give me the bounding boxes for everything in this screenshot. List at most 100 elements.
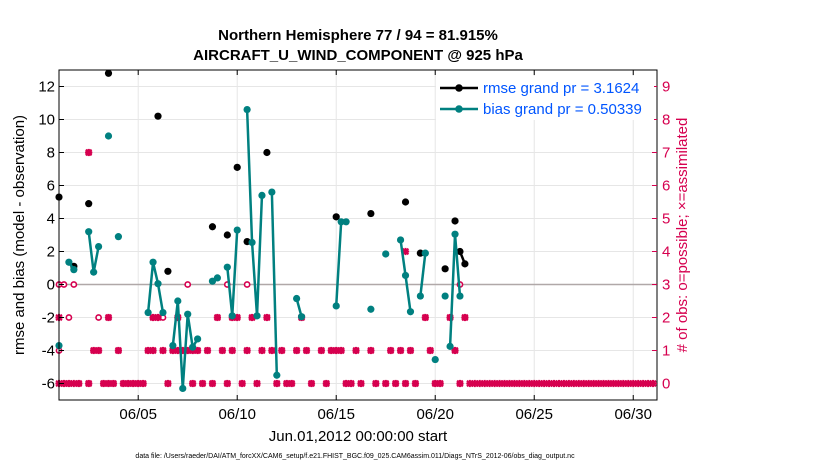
y-tick-label: 6 (47, 178, 55, 195)
bias-point (401, 271, 410, 280)
x-tick-label: 06/05 (119, 406, 157, 423)
obs-assimilated-marker (278, 346, 286, 355)
obs-assimilated-marker (213, 313, 222, 322)
obs-assimilated-stroke (322, 379, 330, 388)
obs-assimilated-marker (95, 346, 103, 355)
obs-assimilated-stroke (114, 346, 122, 355)
plot-area (59, 70, 657, 400)
bias-point (194, 335, 202, 343)
obs-assimilated-marker (451, 346, 459, 355)
x-tick-label: 06/30 (614, 406, 652, 423)
bias-point (268, 188, 276, 196)
obs-assimilated-stroke (203, 346, 212, 355)
obs-assimilated-stroke (387, 346, 395, 355)
bias-point (406, 308, 415, 316)
bias-point (104, 132, 113, 140)
rmse-point (104, 69, 113, 77)
obs-assimilated-marker (476, 379, 484, 388)
rmse-point (456, 247, 464, 256)
y-right-tick-label: 9 (662, 79, 670, 96)
bias-point (223, 263, 231, 271)
obs-assimilated-marker (396, 346, 405, 355)
rmse-point (223, 231, 231, 239)
obs-assimilated-marker (139, 379, 147, 388)
obs-assimilated-stroke (164, 379, 172, 388)
obs-assimilated-stroke (406, 346, 415, 355)
bias-point (189, 343, 197, 351)
obs-assimilated-stroke (253, 379, 261, 388)
obs-assimilated-stroke (159, 346, 167, 355)
obs-assimilated-stroke (263, 313, 271, 322)
legend-rmse-label: rmse grand pr = 3.1624 (483, 80, 639, 97)
y-axis-label: rmse and bias (model - observation) (11, 115, 28, 355)
obs-assimilated-marker (75, 379, 83, 388)
bias-point (159, 308, 167, 317)
legend-bias-marker (455, 105, 463, 113)
bias-point (431, 355, 439, 364)
obs-assimilated-marker (302, 346, 311, 355)
y-right-tick-label: 7 (662, 145, 670, 162)
bias-point (421, 249, 429, 257)
y-right-tick-label: 3 (662, 277, 670, 294)
obs-assimilated-stroke (426, 346, 434, 355)
bias-point (95, 242, 103, 251)
bias-point (337, 218, 345, 226)
rmse-point (332, 213, 340, 221)
obs-assimilated-marker (85, 379, 93, 388)
obs-assimilated-marker (218, 346, 226, 355)
obs-assimilated-marker (436, 379, 444, 388)
chart-subtitle: AIRCRAFT_U_WIND_COMPONENT @ 925 hPa (193, 47, 523, 64)
obs-assimilated-marker (114, 346, 123, 355)
rmse-point (85, 200, 93, 208)
rmse-point (416, 249, 424, 257)
rmse-point (263, 148, 271, 157)
obs-assimilated-stroke (233, 313, 241, 322)
bias-point (85, 228, 93, 236)
bias-point (293, 294, 301, 303)
obs-possible-marker (95, 314, 103, 321)
obs-assimilated-marker (401, 379, 410, 388)
x-tick-label: 06/25 (515, 406, 553, 423)
y-axis-ticks: -6 -4 -2 0 2 4 6 8 10 12 (38, 79, 64, 393)
obs-assimilated-marker (357, 379, 365, 388)
obs-assimilated-stroke (357, 379, 365, 388)
obs-assimilated-marker (411, 379, 420, 388)
obs-assimilated-marker (337, 346, 345, 355)
obs-possible-marker (243, 281, 251, 288)
obs-assimilated-marker (352, 346, 360, 355)
obs-assimilated-stroke (307, 379, 316, 388)
y-tick-label: 2 (47, 244, 55, 261)
y-tick-label: -2 (42, 310, 55, 327)
obs-assimilated-marker (367, 346, 375, 355)
bias-point (396, 236, 405, 244)
y-right-axis-label: # of obs: o=possible; ×=assimilated (674, 118, 691, 353)
bias-point (70, 266, 78, 274)
bias-point (456, 292, 464, 300)
bias-point (184, 310, 192, 318)
obs-assimilated-marker (208, 379, 217, 388)
obs-assimilated-stroke (382, 379, 390, 388)
rmse-point (208, 223, 217, 231)
bias-point (179, 384, 187, 393)
bias-point (273, 371, 281, 379)
obs-assimilated-stroke (367, 346, 375, 355)
obs-assimilated-stroke (401, 379, 410, 388)
bias-point (451, 230, 459, 238)
bias-point (90, 268, 98, 276)
obs-possible-marker (184, 281, 192, 288)
x-tick-label: 06/10 (218, 406, 256, 423)
bias-line-segment (419, 253, 427, 297)
y-right-tick-label: 8 (662, 112, 670, 129)
obs-assimilated-stroke (273, 379, 281, 388)
y-right-tick-label: 0 (662, 376, 670, 393)
bias-point (114, 233, 123, 241)
legend: rmse grand pr = 3.1624 bias grand pr = 0… (436, 76, 654, 120)
obs-assimilated-marker (288, 379, 296, 388)
obs-assimilated-marker (203, 346, 212, 355)
rmse-point (461, 260, 469, 268)
obs-assimilated-stroke (421, 313, 429, 322)
bias-point (233, 226, 241, 234)
obs-assimilated-marker (85, 148, 93, 157)
rmse-point (441, 265, 449, 273)
obs-assimilated-stroke (293, 346, 301, 355)
